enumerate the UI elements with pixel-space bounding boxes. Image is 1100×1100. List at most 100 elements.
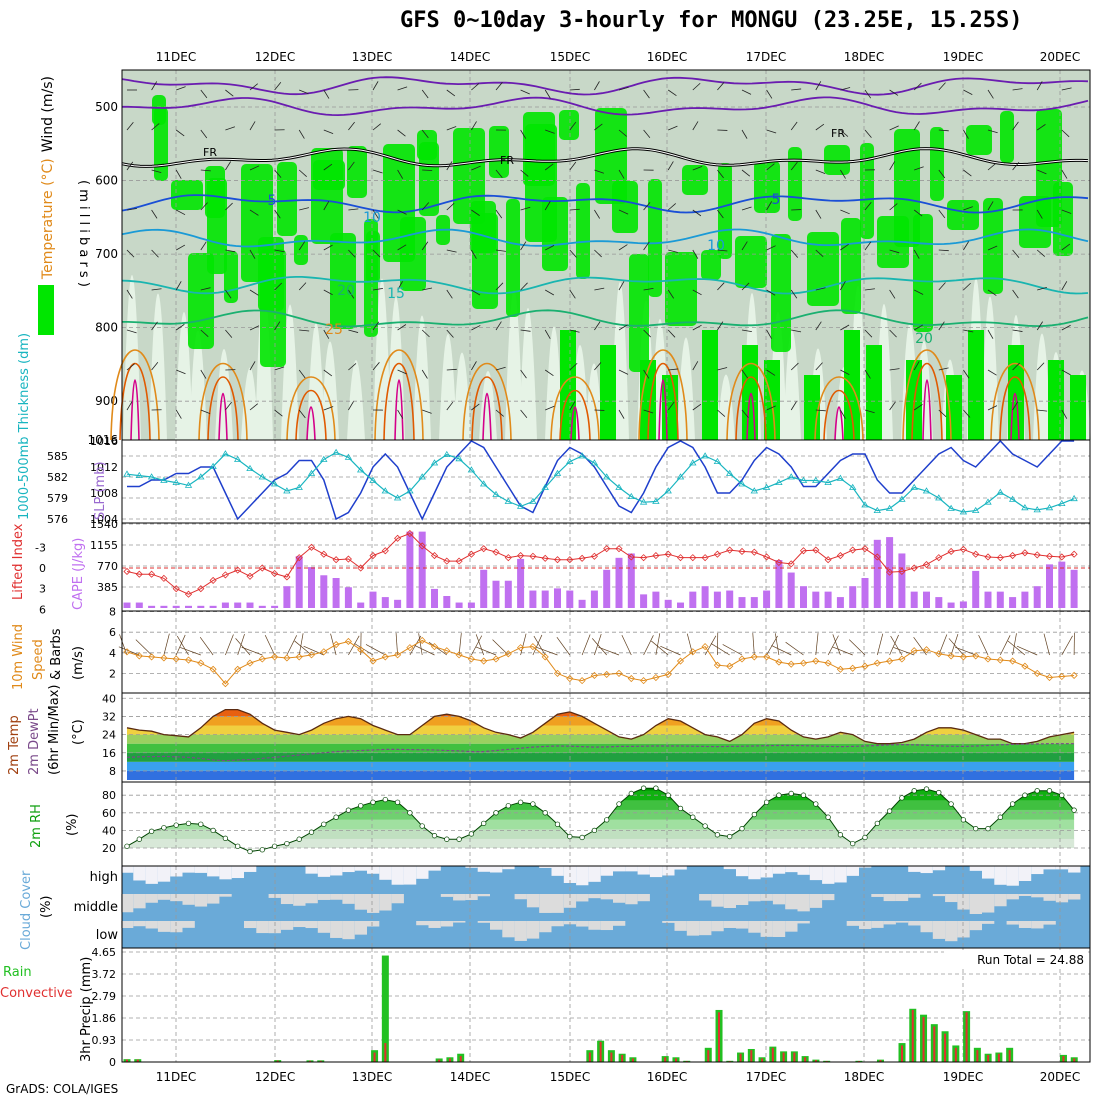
rh-marker <box>345 807 352 813</box>
li-marker <box>861 545 869 553</box>
wind-barb <box>1036 81 1043 91</box>
wind-barb <box>471 165 481 171</box>
thickness-marker <box>762 483 771 490</box>
precip-conv-bar <box>319 1060 322 1062</box>
contour-label: 25 <box>325 322 343 338</box>
cape-bar <box>529 590 537 608</box>
cloud-background <box>122 866 1090 948</box>
rh-moist-low <box>866 345 882 440</box>
slp-tick-label: 1008 <box>90 487 118 500</box>
wind-barb <box>864 409 875 414</box>
cloud-clear-block <box>354 866 367 871</box>
li-marker <box>443 557 451 565</box>
wind-speed-marker <box>775 658 783 666</box>
date-label-top: 16DEC <box>647 50 687 64</box>
cloud-clear-block <box>354 894 367 910</box>
upper-air-panel: 5006007008009001016FRFRFR55101015202025R… <box>38 69 1091 447</box>
cape-bar <box>923 591 930 608</box>
precip-conv-bar <box>793 1052 796 1062</box>
wind-panel: 2 4 6 8 10m Wind Speed & Barbs (m/s) <box>11 606 1091 694</box>
wind-barb <box>815 287 826 291</box>
wind-barb <box>1061 243 1071 251</box>
precip-conv-bar <box>997 1053 1000 1062</box>
cloud-clear-block <box>293 921 306 928</box>
rh-marker <box>481 820 487 827</box>
cloud-clear-block <box>576 921 589 927</box>
cloud-clear-block <box>1031 894 1044 898</box>
thickness-marker <box>885 504 894 511</box>
wind-barb <box>397 409 404 419</box>
wind-barb <box>372 81 379 91</box>
date-label-bottom: 18DEC <box>844 1070 884 1084</box>
wind-barb <box>785 641 804 656</box>
thickness-ylabel: 1000-500mb Thickness (dm) <box>17 333 32 520</box>
cloud-clear-block <box>859 921 872 930</box>
cape-bar <box>357 602 365 608</box>
temp-ylabel-0: 2m Temp <box>7 715 22 775</box>
cloud-clear-block <box>465 894 478 901</box>
rh-marker <box>640 785 647 791</box>
wind-barb <box>643 329 651 338</box>
cape-bar <box>308 567 315 608</box>
precip-conv-bar <box>136 1059 139 1062</box>
wind-barb <box>840 129 849 137</box>
li-marker <box>1070 550 1078 558</box>
wind-barb <box>446 126 457 131</box>
rh-marker <box>960 817 967 823</box>
wind-barb <box>667 89 677 97</box>
wind-barb <box>790 401 797 411</box>
li-marker <box>332 556 340 564</box>
wind-barb <box>643 287 654 291</box>
wind-barb <box>298 282 307 291</box>
wind-barb <box>889 289 896 299</box>
wind-barb <box>987 129 998 134</box>
wind-barb <box>864 201 872 211</box>
wind-barb <box>752 633 755 656</box>
precip-conv-bar <box>631 1058 634 1062</box>
date-label-bottom: 14DEC <box>450 1070 490 1084</box>
thickness-marker <box>541 483 549 490</box>
isotherm-bubble <box>218 392 228 441</box>
wind-speed-marker <box>873 659 881 667</box>
thickness-tick-label: 579 <box>47 492 68 505</box>
precip-legend-convective: Convective <box>0 986 73 1001</box>
wind-barb <box>249 249 256 259</box>
wind-speed-marker <box>898 655 906 663</box>
wind-barb <box>914 289 924 295</box>
wind-barb <box>1036 124 1046 131</box>
wind-barb <box>421 241 429 251</box>
thickness-marker <box>135 471 144 478</box>
date-label-bottom: 12DEC <box>255 1070 295 1084</box>
rh-band <box>127 839 1075 848</box>
rh-marker <box>358 803 364 809</box>
wind-barb <box>249 361 256 371</box>
wind-barb <box>151 288 162 291</box>
temp-band <box>127 716 1075 726</box>
cape-bar <box>504 580 512 608</box>
isotherm-bubble <box>198 362 248 441</box>
rh-dry-area <box>123 275 141 440</box>
wind-barb <box>225 289 232 299</box>
precip-conv-bar <box>1062 1056 1065 1062</box>
cloud-clear-block <box>231 866 244 879</box>
wind-barb <box>458 633 462 656</box>
li-marker <box>283 573 291 581</box>
rh-marker <box>1059 792 1065 798</box>
thickness-marker <box>1045 504 1054 511</box>
wind-barb <box>963 89 973 95</box>
wind-speed-marker <box>824 659 832 667</box>
rh-marker <box>1034 788 1040 794</box>
cloud-clear-block <box>391 894 404 904</box>
cloud-clear-block <box>133 921 146 927</box>
wind-barb <box>1061 409 1068 419</box>
wind-speed-marker <box>541 653 549 661</box>
wind-barb <box>520 169 529 177</box>
cloud-clear-block <box>416 866 429 879</box>
li-marker <box>517 552 525 560</box>
wind-barb <box>348 161 355 171</box>
wind-barb <box>913 404 923 411</box>
cloud-layer-label: low <box>96 928 119 943</box>
wind-barb <box>889 368 900 371</box>
li-marker <box>726 546 734 554</box>
wind-barb <box>151 361 159 371</box>
